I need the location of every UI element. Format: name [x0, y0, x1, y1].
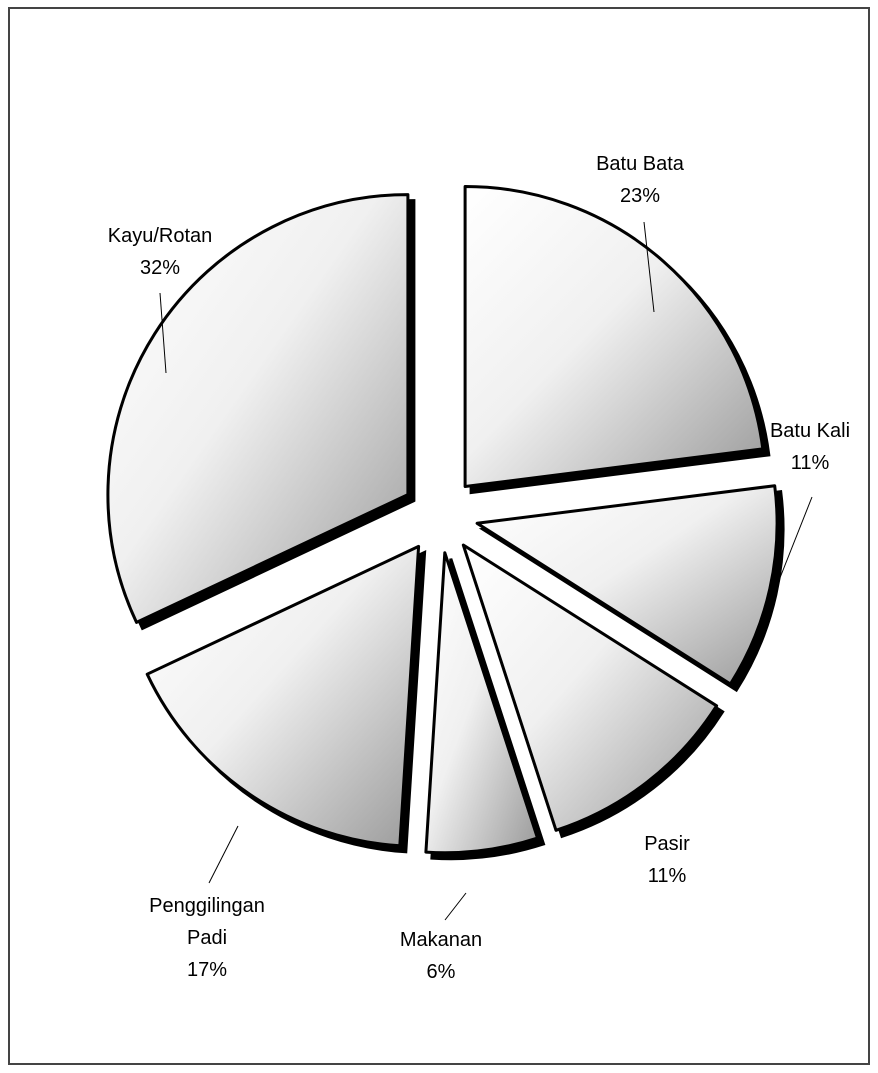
slice-value-label: 32% — [140, 257, 180, 279]
pie-slice-penggilingan-padi — [145, 544, 421, 848]
data-label: Batu Bata 23% — [596, 153, 685, 207]
pie-slice-pasir — [461, 543, 719, 832]
slice-name-label: Kayu/Rotan — [108, 225, 213, 247]
slice-value-label: 23% — [620, 185, 660, 207]
data-label: Batu Kali 11% — [770, 420, 850, 474]
slice-value-label: 6% — [427, 961, 456, 983]
pie-slice-kayu-rotan — [106, 193, 410, 624]
slice-name-label: Padi — [187, 927, 227, 949]
pie-slice-batu-kali — [475, 484, 779, 686]
data-label: Pasir 11% — [644, 833, 690, 887]
slice-value-label: 11% — [648, 865, 687, 887]
data-label: Penggilingan Padi 17% — [149, 895, 265, 981]
slice-name-label: Batu Kali — [770, 420, 850, 442]
slice-name-label: Makanan — [400, 929, 482, 951]
leader-line — [769, 496, 813, 604]
data-label: Kayu/Rotan 32% — [108, 225, 213, 279]
slice-value-label: 11% — [791, 452, 830, 474]
slice-name-label: Batu Bata — [596, 153, 685, 175]
leader-lines — [159, 221, 813, 921]
data-label: Makanan 6% — [400, 929, 482, 983]
leader-line — [159, 292, 167, 374]
leader-line — [643, 221, 655, 313]
pie-slice-batu-bata — [463, 185, 765, 488]
slice-value-label: 17% — [187, 959, 227, 981]
leader-line — [208, 825, 239, 884]
pie-slices — [106, 185, 785, 861]
slice-name-label: Penggilingan — [149, 895, 265, 917]
leader-line — [444, 892, 467, 921]
pie-slice-makanan — [424, 551, 539, 855]
slice-labels: Batu Bata 23% Batu Kali 11% Pasir 11% Makanan 6… — [108, 153, 850, 983]
slice-name-label: Pasir — [644, 833, 690, 855]
